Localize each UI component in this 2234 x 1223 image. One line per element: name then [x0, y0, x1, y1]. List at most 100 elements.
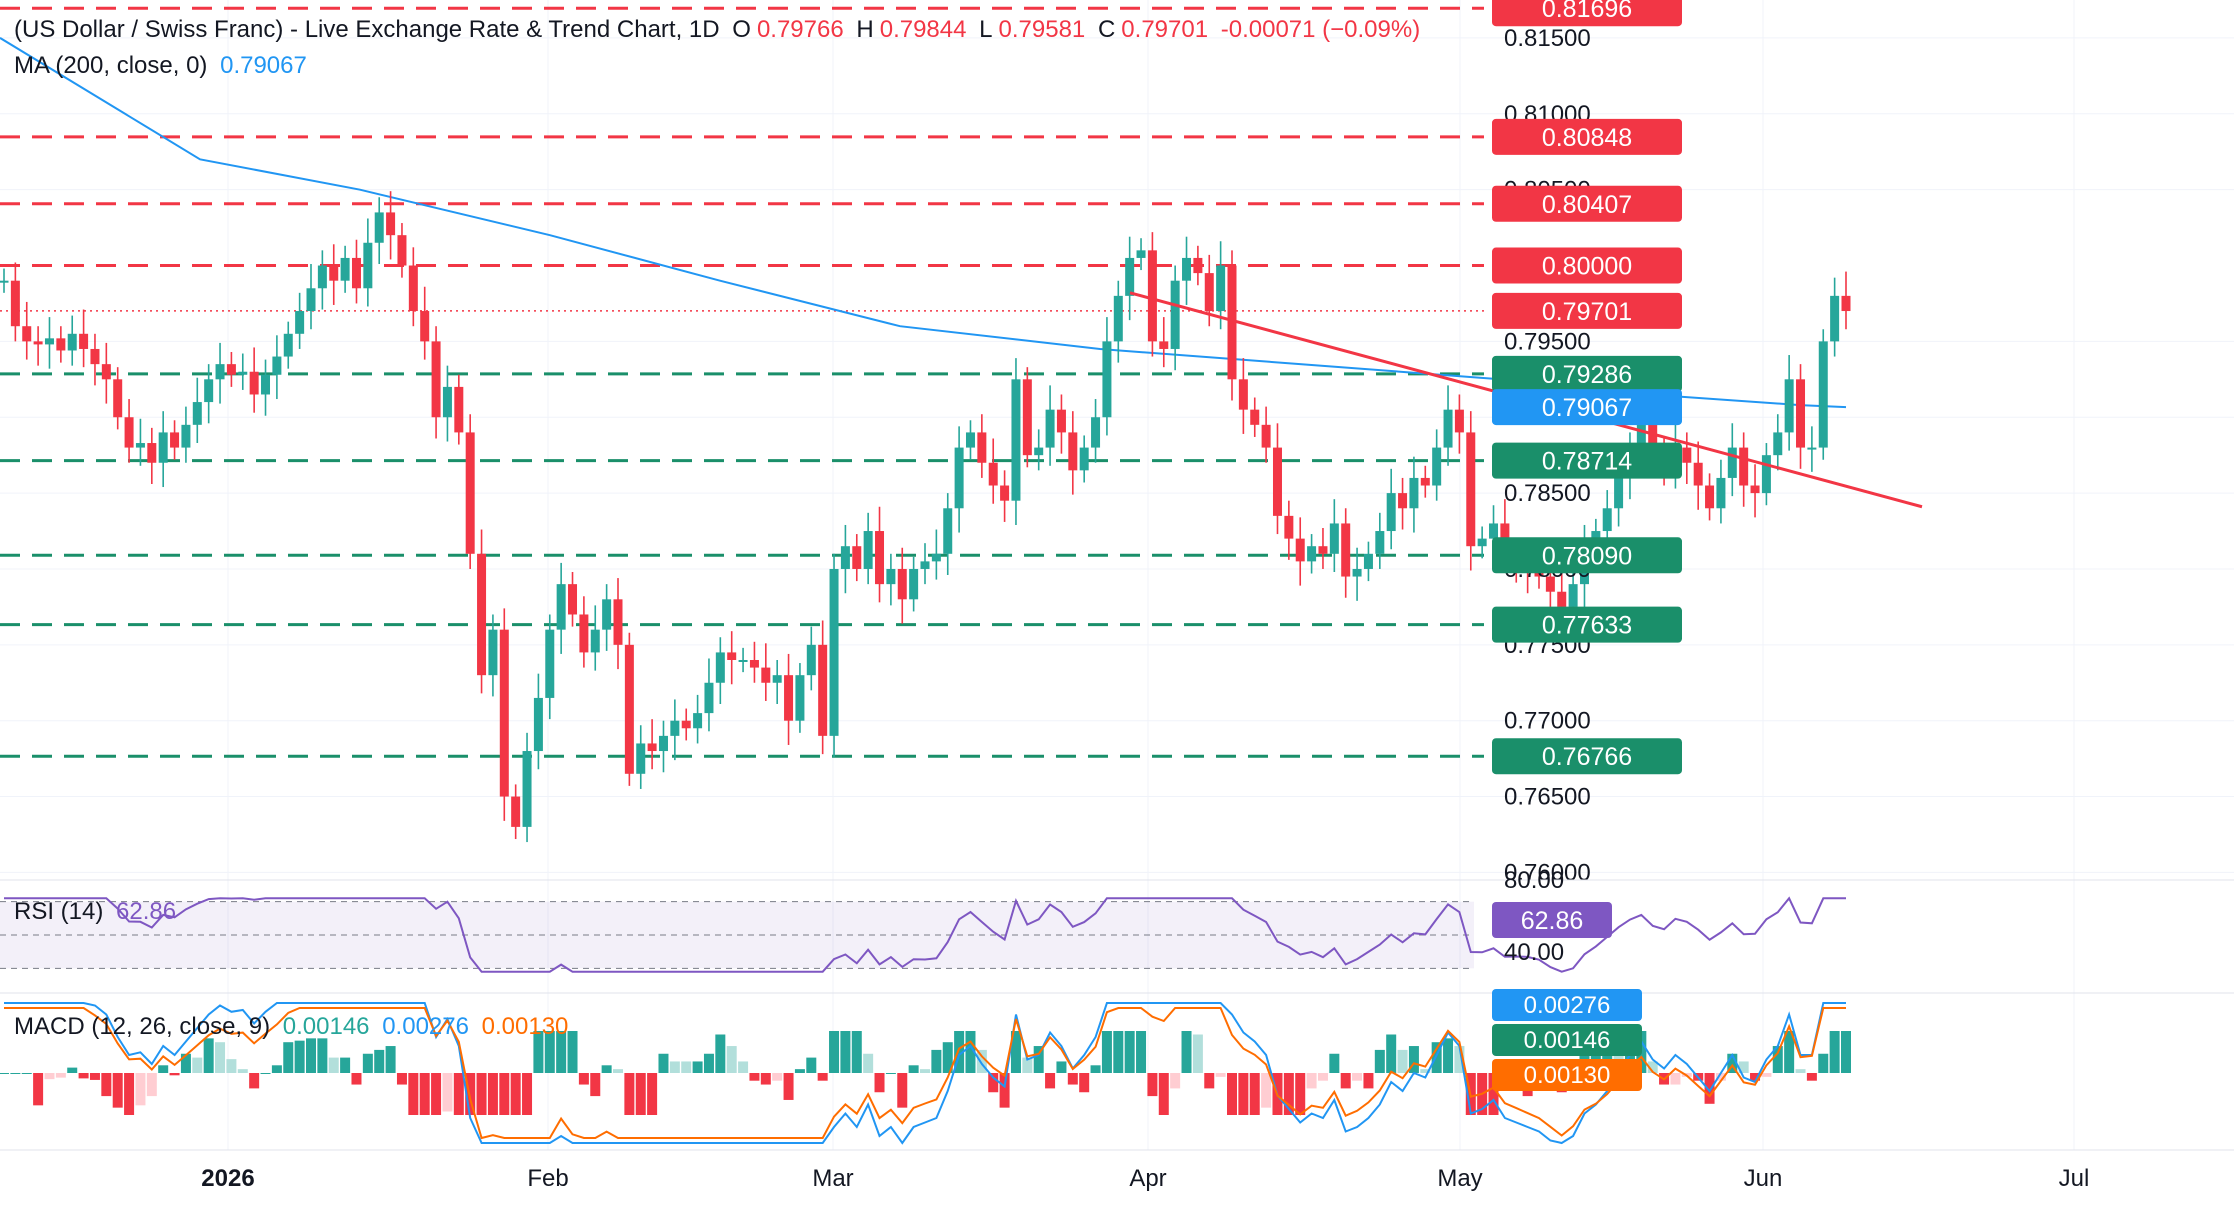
candle-body	[1307, 546, 1317, 562]
macd-histogram-bar	[169, 1073, 180, 1076]
chart-header: (US Dollar / Swiss Franc) - Live Exchang…	[14, 16, 1426, 44]
macd-histogram-bar	[954, 1031, 965, 1073]
macd-histogram-bar	[1136, 1031, 1147, 1073]
macd-histogram-bar	[1045, 1073, 1056, 1089]
macd-histogram-bar	[749, 1073, 760, 1081]
candle-body	[806, 644, 816, 676]
support-tag-label: 0.78714	[1542, 448, 1632, 476]
candle-body	[44, 338, 54, 345]
macd-histogram-bar	[408, 1073, 419, 1115]
candle-body	[1454, 409, 1464, 433]
macd-histogram-bar	[703, 1053, 714, 1073]
candle-body	[693, 713, 703, 729]
macd-histogram-bar	[442, 1073, 453, 1112]
candle-body	[1443, 409, 1453, 448]
rsi-legend-value: 62.86	[116, 898, 177, 925]
rsi-legend-label: RSI (14)	[14, 898, 104, 925]
macd-histogram-bar	[1101, 1031, 1112, 1073]
candle-body	[135, 443, 145, 448]
support-tag-1	[1492, 442, 1682, 479]
macd-histogram-bar	[203, 1038, 214, 1073]
candle-body	[636, 743, 646, 774]
macd-histogram-bar	[920, 1069, 930, 1073]
macd-histogram-bar	[999, 1073, 1010, 1108]
price-tick-label: 0.79500	[1504, 328, 1591, 355]
candle-body	[56, 338, 66, 351]
candle-body	[397, 235, 407, 266]
macd-histogram-bar	[340, 1057, 351, 1073]
candle-body	[875, 531, 885, 585]
high-label: H	[856, 16, 874, 43]
candle-body	[204, 379, 214, 403]
candle-body	[386, 212, 396, 236]
macd-legend[interactable]: MACD (12, 26, close, 9) 0.00146 0.00276 …	[14, 1013, 574, 1041]
candle-body	[761, 667, 771, 683]
macd-histogram-bar	[1283, 1073, 1294, 1115]
time-axis-label: Feb	[527, 1165, 568, 1192]
candle-body	[1818, 341, 1828, 448]
candle-body	[1091, 417, 1101, 448]
rsi-axis-label: 80.00	[1504, 867, 1564, 894]
candle-body	[1705, 485, 1715, 509]
candle-body	[670, 720, 680, 736]
candle-body	[374, 212, 384, 243]
candle-body	[0, 280, 9, 283]
macd-histogram-bar	[613, 1069, 623, 1073]
candle-body	[340, 257, 350, 281]
macd-histogram-bar	[1079, 1073, 1090, 1093]
candle-body	[1716, 477, 1726, 509]
macd-histogram-bar	[1181, 1031, 1192, 1073]
macd-histogram-bar	[1363, 1073, 1374, 1089]
macd-histogram-bar	[1113, 1031, 1124, 1073]
candle-body	[170, 432, 180, 448]
rsi-pane	[0, 896, 1846, 973]
macd-histogram-bar	[1420, 1069, 1431, 1073]
candle-body	[1807, 447, 1817, 450]
candle-body	[192, 402, 202, 425]
time-axis-label: 2026	[201, 1165, 254, 1192]
candle-body	[897, 568, 907, 600]
macd-histogram-bar	[624, 1073, 635, 1115]
candle-body	[1727, 447, 1737, 478]
candle-body	[840, 546, 850, 569]
resistance-tag-0	[1492, 0, 1682, 27]
candlesticks	[0, 191, 1851, 843]
candle-body	[1238, 379, 1248, 410]
candle-body	[1261, 424, 1271, 448]
macd-histogram-bar	[1704, 1073, 1715, 1104]
support-tag-0	[1492, 355, 1682, 392]
candle-body	[1568, 584, 1578, 607]
macd-histogram-bar	[533, 1031, 544, 1073]
macd-histogram-bar	[1227, 1073, 1237, 1115]
macd-histogram-bar	[1124, 1031, 1135, 1073]
macd-histogram-bar	[556, 1031, 567, 1073]
ma-legend-label: MA (200, close, 0)	[14, 52, 208, 79]
macd-histogram-bar	[851, 1031, 862, 1073]
macd-histogram-bar	[1033, 1046, 1044, 1073]
macd-histogram-bar	[942, 1042, 953, 1073]
candle-body	[886, 568, 896, 585]
macd-histogram-bar	[135, 1073, 146, 1106]
price-tick-label: 0.81500	[1504, 25, 1591, 52]
macd-legend-signal: 0.00276	[382, 1013, 469, 1040]
macd-histogram-bar	[283, 1042, 294, 1073]
candle-body	[738, 660, 748, 662]
candle-body	[977, 432, 987, 463]
candle-body	[317, 265, 327, 289]
macd-histogram-bar	[192, 1057, 203, 1073]
rsi-legend[interactable]: RSI (14) 62.86	[14, 898, 182, 926]
candle-body	[715, 652, 725, 683]
macd-histogram-bar	[840, 1031, 851, 1073]
ma-legend[interactable]: MA (200, close, 0) 0.79067	[14, 52, 313, 80]
candle-body	[465, 432, 475, 554]
candle-body	[818, 644, 828, 736]
macd-tag-hist	[1492, 1059, 1642, 1091]
high-value: 0.79844	[879, 16, 967, 43]
candle-body	[533, 697, 543, 752]
candle-body	[1398, 493, 1408, 509]
macd-histogram-bar	[1204, 1073, 1215, 1089]
macd-histogram-bar	[829, 1031, 840, 1073]
macd-histogram-bar	[1386, 1034, 1397, 1073]
candle-body	[1056, 409, 1066, 433]
